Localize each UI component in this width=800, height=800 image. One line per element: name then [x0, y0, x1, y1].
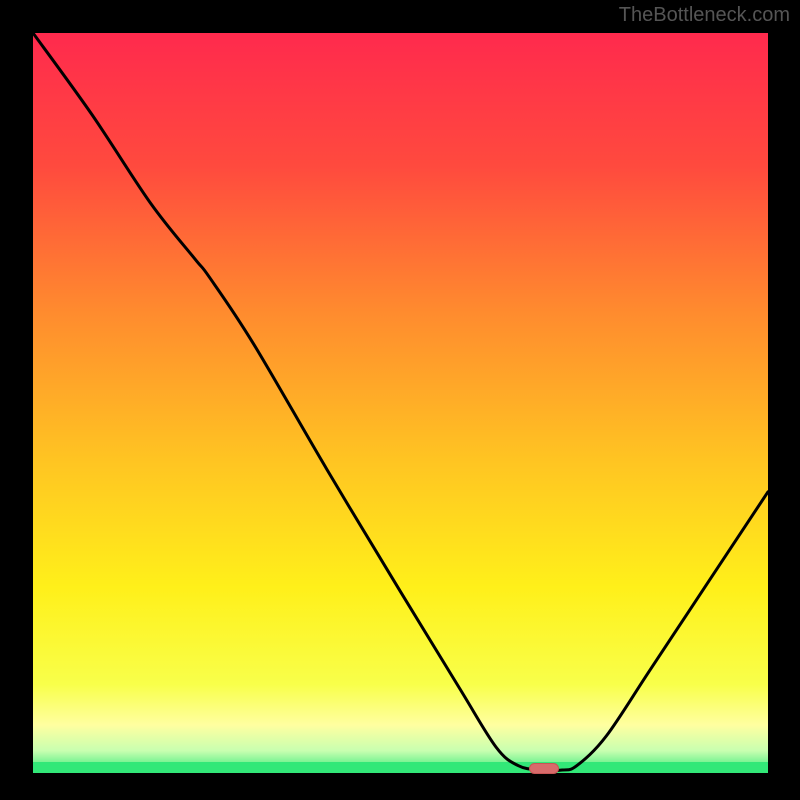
chart-background-gradient: [33, 33, 768, 773]
bottleneck-chart: [33, 33, 768, 773]
chart-baseline-strip: [33, 762, 768, 773]
current-position-marker: [529, 763, 559, 774]
watermark-text: TheBottleneck.com: [619, 4, 790, 27]
